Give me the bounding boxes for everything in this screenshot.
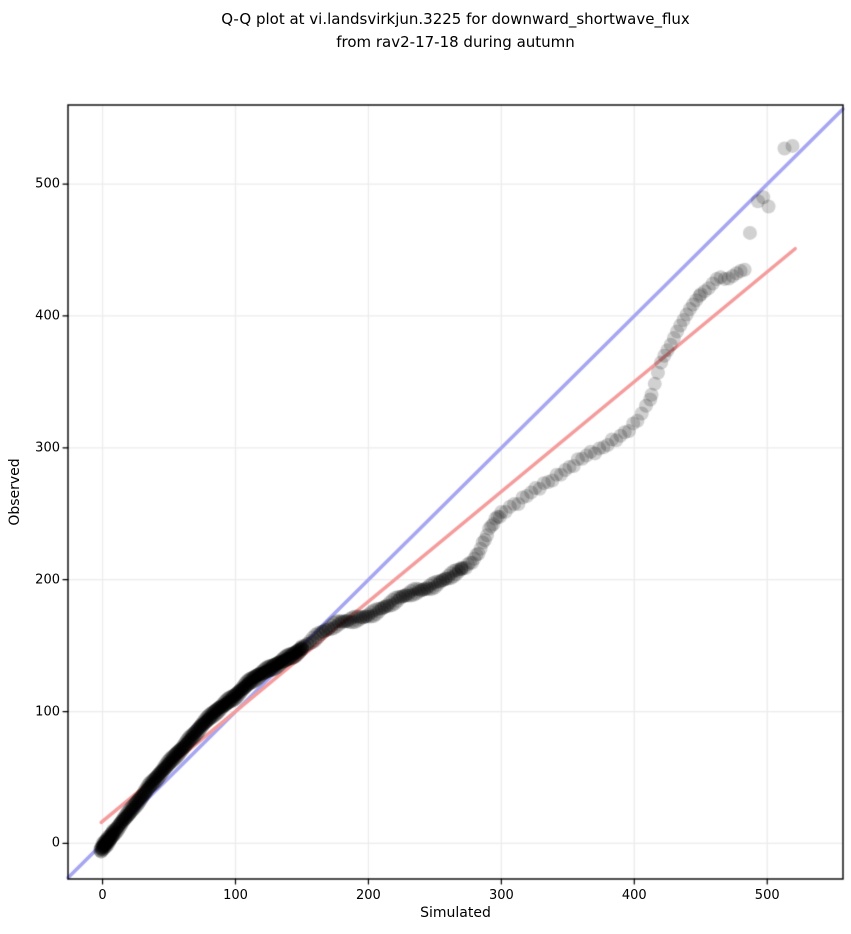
y-tick-label: 100 xyxy=(35,704,60,720)
y-tick-label: 400 xyxy=(35,308,60,324)
x-tick-label: 300 xyxy=(488,888,514,903)
x-tick-label: 0 xyxy=(98,888,107,903)
chart-title-line2: from rav2-17-18 during autumn xyxy=(336,33,575,51)
y-tick-label: 0 xyxy=(51,835,60,851)
x-tick-label: 500 xyxy=(754,888,780,903)
y-axis-label: Observed xyxy=(7,458,23,526)
chart-title-line1: Q-Q plot at vi.landsvirkjun.3225 for dow… xyxy=(221,10,690,28)
x-tick-label: 400 xyxy=(621,888,647,903)
chart-title: Q-Q plot at vi.landsvirkjun.3225 for dow… xyxy=(68,8,843,54)
x-axis-label: Simulated xyxy=(420,905,491,921)
y-tick-label: 200 xyxy=(35,572,60,588)
y-tick-label: 300 xyxy=(35,440,60,456)
x-tick-label: 100 xyxy=(223,888,248,903)
y-tick-label: 500 xyxy=(35,176,60,192)
x-tick-label: 200 xyxy=(356,888,381,903)
